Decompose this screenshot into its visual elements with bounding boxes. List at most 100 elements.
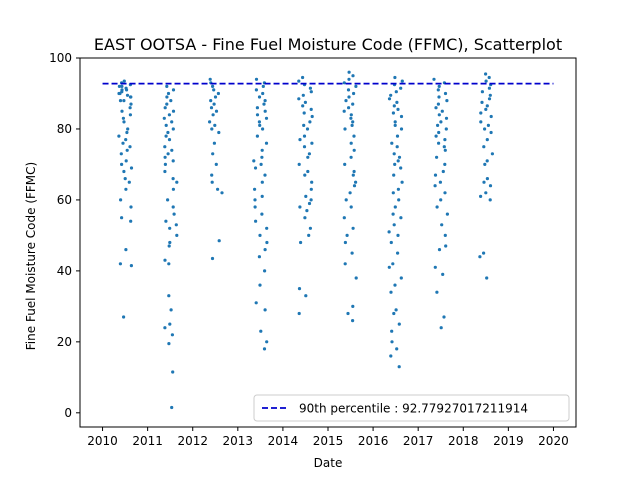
ffmc-point	[390, 329, 394, 333]
ffmc-point	[122, 169, 126, 174]
ffmc-point	[349, 155, 353, 159]
ffmc-point	[175, 233, 179, 237]
ffmc-point	[263, 109, 267, 113]
ffmc-point	[258, 233, 262, 237]
ffmc-point	[480, 100, 484, 104]
ffmc-point	[351, 319, 355, 323]
ffmc-point	[395, 134, 400, 138]
ffmc-point	[490, 152, 494, 156]
ffmc-point	[171, 177, 175, 181]
ffmc-point	[443, 138, 447, 142]
ffmc-point	[126, 127, 130, 131]
ffmc-point	[303, 100, 307, 104]
ffmc-point	[162, 116, 166, 120]
ffmc-point	[479, 120, 483, 124]
ffmc-point	[310, 180, 314, 184]
ffmc-point	[304, 194, 308, 198]
y-tick-label: 100	[49, 51, 72, 65]
ffmc-point	[120, 162, 124, 166]
ffmc-point	[265, 240, 269, 245]
ffmc-point	[433, 265, 437, 269]
ffmc-point	[387, 97, 392, 101]
ffmc-point	[479, 111, 483, 115]
ffmc-point	[445, 212, 449, 216]
y-tick-label: 80	[57, 122, 72, 136]
ffmc-point	[211, 152, 215, 156]
ffmc-point	[297, 97, 301, 101]
ffmc-point	[208, 120, 212, 124]
ffmc-point	[478, 255, 482, 259]
ffmc-point	[121, 116, 125, 120]
ffmc-point	[309, 107, 313, 111]
ffmc-point	[306, 155, 310, 159]
ffmc-point	[309, 90, 313, 94]
ffmc-point	[214, 109, 219, 113]
x-tick-label: 2018	[448, 434, 479, 448]
ffmc-point	[439, 120, 443, 124]
ffmc-point	[298, 138, 302, 142]
ffmc-point	[352, 148, 356, 152]
legend: 90th percentile : 92.77927017211914	[253, 394, 570, 422]
x-tick-label: 2013	[223, 434, 254, 448]
ffmc-point	[486, 123, 490, 127]
ffmc-point	[389, 290, 393, 294]
ffmc-point	[437, 130, 441, 135]
ffmc-point	[253, 198, 257, 202]
ffmc-point	[257, 95, 262, 99]
ffmc-point	[443, 191, 447, 195]
ffmc-point	[307, 152, 311, 156]
ffmc-point	[122, 79, 126, 83]
ffmc-point	[260, 194, 264, 198]
ffmc-point	[392, 173, 396, 177]
ffmc-point	[387, 230, 391, 234]
ffmc-point	[441, 169, 445, 174]
ffmc-point	[309, 187, 313, 191]
ffmc-point	[396, 233, 400, 237]
ffmc-point	[258, 283, 262, 287]
ffmc-point	[217, 130, 221, 135]
ffmc-point	[391, 111, 395, 115]
ffmc-point	[351, 102, 355, 106]
ffmc-point	[437, 84, 441, 88]
ffmc-point	[118, 99, 123, 103]
ffmc-point	[166, 152, 170, 156]
ffmc-point	[352, 184, 357, 188]
ffmc-point	[391, 212, 395, 216]
ffmc-point	[349, 141, 353, 145]
ffmc-point	[393, 123, 397, 127]
ffmc-point	[129, 219, 133, 223]
ffmc-point	[441, 272, 445, 276]
ffmc-point	[164, 123, 168, 127]
ffmc-point	[393, 283, 397, 287]
x-tick-label: 2016	[358, 434, 389, 448]
ffmc-point	[352, 134, 356, 138]
ffmc-point	[166, 91, 171, 96]
y-axis-label: Fine Fuel Moisture Code (FFMC)	[24, 162, 38, 350]
ffmc-point	[302, 134, 307, 138]
ffmc-point	[392, 104, 396, 108]
ffmc-point	[487, 86, 491, 90]
ffmc-point	[210, 180, 214, 184]
ffmc-point	[163, 155, 167, 159]
ffmc-point	[485, 276, 489, 280]
ffmc-point	[442, 145, 446, 149]
ffmc-point	[351, 173, 355, 177]
ffmc-point	[212, 102, 216, 106]
ffmc-point	[484, 191, 488, 195]
ffmc-point	[167, 138, 172, 142]
ffmc-point	[399, 216, 403, 220]
ffmc-point	[397, 198, 401, 202]
ffmc-point	[168, 240, 172, 245]
ffmc-point	[252, 159, 256, 163]
ffmc-point	[210, 173, 214, 177]
ffmc-point	[171, 109, 176, 113]
ffmc-point	[400, 79, 404, 83]
ffmc-point	[303, 173, 307, 177]
ffmc-point	[124, 159, 128, 163]
ffmc-point	[483, 127, 487, 131]
ffmc-point	[260, 155, 264, 159]
ffmc-point	[347, 77, 351, 81]
ffmc-point	[169, 308, 173, 312]
ffmc-point	[479, 194, 483, 198]
ffmc-point	[345, 233, 349, 237]
